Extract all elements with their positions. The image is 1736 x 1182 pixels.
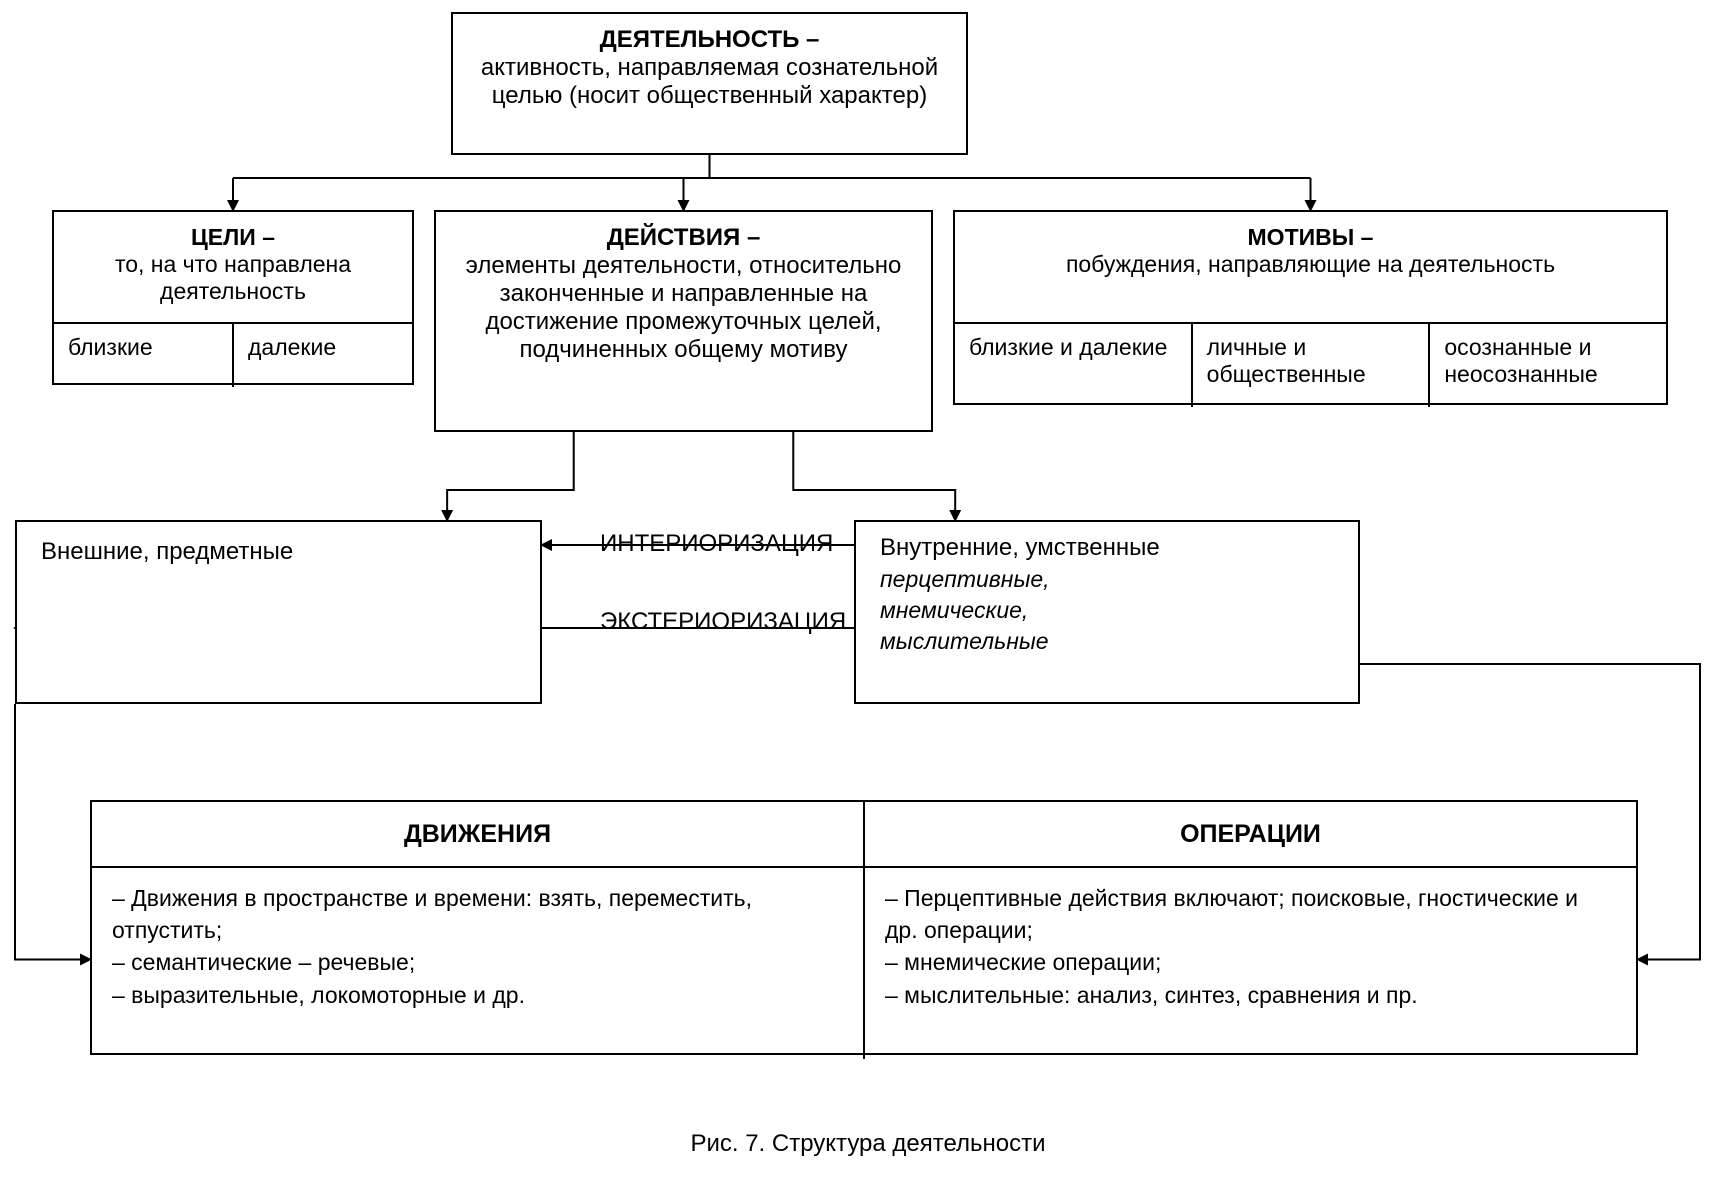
node-activity-body: активность, направляемая сознательной це…: [469, 54, 950, 110]
node-motives: МОТИВЫ – побуждения, направляющие на дея…: [953, 210, 1668, 405]
node-external-label: Внешние, предметные: [17, 522, 540, 582]
motives-cell: близкие и далекие: [955, 324, 1191, 407]
node-actions: ДЕЙСТВИЯ – элементы деятельности, относи…: [434, 210, 933, 432]
label-exteriorization: ЭКСТЕРИОРИЗАЦИЯ: [600, 608, 846, 636]
bottom-body: – Движения в пространстве и времени: взя…: [92, 868, 1636, 1059]
node-activity: ДЕЯТЕЛЬНОСТЬ – активность, направляемая …: [451, 12, 968, 155]
node-goals-body: то, на что направлена деятельность: [70, 251, 396, 305]
list-movements: – Движения в пространстве и времени: взя…: [92, 868, 863, 1059]
node-goals-header: ЦЕЛИ – то, на что направлена деятельност…: [54, 212, 412, 324]
node-goals-cells: близкиедалекие: [54, 324, 412, 387]
header-movements: ДВИЖЕНИЯ: [92, 802, 863, 866]
header-operations: ОПЕРАЦИИ: [863, 802, 1636, 866]
goals-cell: далекие: [232, 324, 412, 387]
diagram-stage: ДЕЯТЕЛЬНОСТЬ – активность, направляемая …: [0, 0, 1736, 1182]
node-goals-title: ЦЕЛИ –: [70, 224, 396, 251]
motives-cell: личные и общественные: [1191, 324, 1429, 407]
label-interiorization: ИНТЕРИОРИЗАЦИЯ: [600, 530, 833, 558]
node-motives-header: МОТИВЫ – побуждения, направляющие на дея…: [955, 212, 1666, 324]
goals-cell: близкие: [54, 324, 232, 387]
node-motives-cells: близкие и далекиеличные и общественныеос…: [955, 324, 1666, 407]
node-external: Внешние, предметные: [15, 520, 542, 704]
node-motives-body: побуждения, направляющие на деятельность: [971, 251, 1650, 278]
node-actions-title: ДЕЙСТВИЯ –: [452, 224, 915, 252]
node-activity-title: ДЕЯТЕЛЬНОСТЬ –: [469, 26, 950, 54]
node-goals: ЦЕЛИ – то, на что направлена деятельност…: [52, 210, 414, 385]
node-internal-label: Внутренние, умственные: [856, 522, 1358, 564]
motives-cell: осознанные и неосознанные: [1428, 324, 1666, 407]
node-internal-sub: перцептивные,мнемические,мыслительные: [856, 564, 1358, 669]
bottom-headers: ДВИЖЕНИЯ ОПЕРАЦИИ: [92, 802, 1636, 868]
node-motives-title: МОТИВЫ –: [971, 224, 1650, 251]
node-bottom: ДВИЖЕНИЯ ОПЕРАЦИИ – Движения в пространс…: [90, 800, 1638, 1055]
figure-caption: Рис. 7. Структура деятельности: [0, 1130, 1736, 1158]
node-internal: Внутренние, умственные перцептивные,мнем…: [854, 520, 1360, 704]
list-operations: – Перцептивные действия включают; поиско…: [863, 868, 1636, 1059]
node-actions-body: элементы деятельности, относительно зако…: [452, 252, 915, 364]
